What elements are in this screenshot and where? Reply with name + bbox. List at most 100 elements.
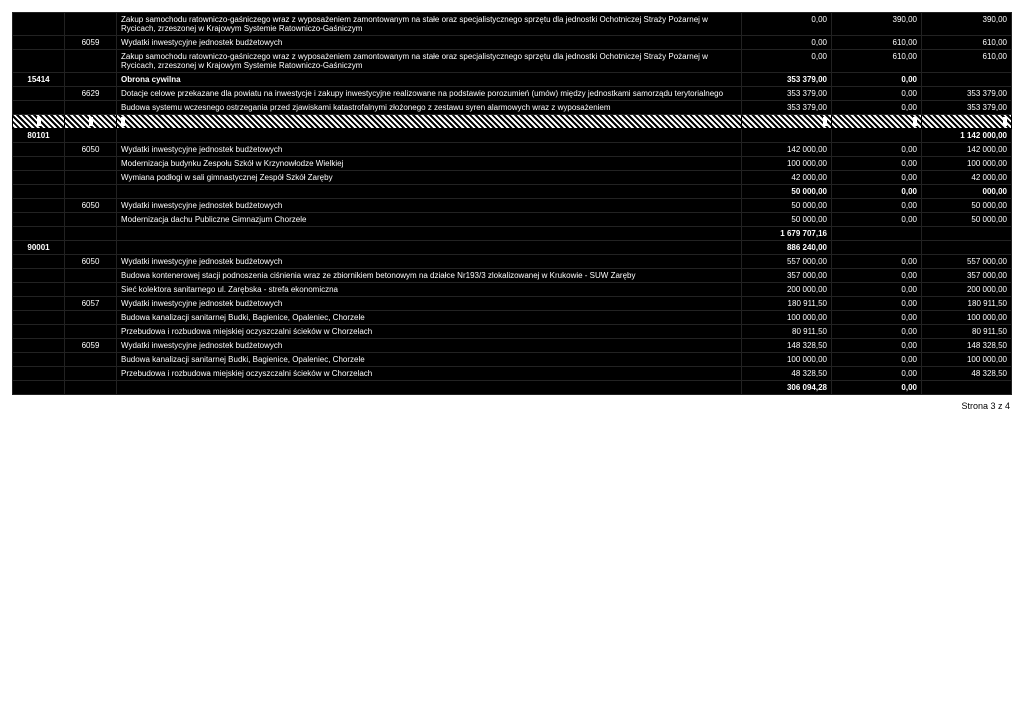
cell-f: 48 328,50 xyxy=(922,367,1012,381)
cell-e: 390,00 xyxy=(832,13,922,36)
table-row: Budowa kontenerowej stacji podnoszenia c… xyxy=(13,269,1012,283)
cell-f: 390,00 xyxy=(922,13,1012,36)
table-row: 6057Wydatki inwestycyjne jednostek budże… xyxy=(13,297,1012,311)
table-row: Modernizacja budynku Zespołu Szkół w Krz… xyxy=(13,157,1012,171)
cell-b: 6050 xyxy=(65,199,117,213)
cell-d: 353 379,00 xyxy=(742,87,832,101)
cell-e: 0,00 xyxy=(832,325,922,339)
cell-f xyxy=(922,241,1012,255)
cell-e: 0,00 xyxy=(832,367,922,381)
cell-c: Budowa systemu wczesnego ostrzegania prz… xyxy=(117,101,742,115)
cell-d: 148 328,50 xyxy=(742,339,832,353)
cell-b xyxy=(65,115,117,129)
cell-e: 0,00 xyxy=(832,73,922,87)
cell-a xyxy=(13,311,65,325)
cell-c: Modernizacja budynku Zespołu Szkół w Krz… xyxy=(117,157,742,171)
cell-f: 148 328,50 xyxy=(922,339,1012,353)
cell-f: 353 379,00 xyxy=(922,101,1012,115)
cell-b: 6050 xyxy=(65,255,117,269)
cell-b xyxy=(65,171,117,185)
cell-a xyxy=(13,269,65,283)
cell-b xyxy=(65,185,117,199)
cell-b: 6059 xyxy=(65,339,117,353)
cell-e: 610,00 xyxy=(832,50,922,73)
cell-b: 6050 xyxy=(65,143,117,157)
cell-c: Zakup samochodu ratowniczo-gaśniczego wr… xyxy=(117,50,742,73)
cell-a xyxy=(13,143,65,157)
cell-f: 100 000,00 xyxy=(922,311,1012,325)
cell-d: 886 240,00 xyxy=(742,241,832,255)
cell-f: 100 000,00 xyxy=(922,353,1012,367)
cell-b xyxy=(65,353,117,367)
cell-c: Zakup samochodu ratowniczo-gaśniczego wr… xyxy=(117,13,742,36)
cell-e: 0,00 xyxy=(832,255,922,269)
cell-a xyxy=(13,87,65,101)
cell-c: Budowa kanalizacji sanitarnej Budki, Bag… xyxy=(117,311,742,325)
cell-e: 0,00 xyxy=(832,297,922,311)
cell-b xyxy=(65,241,117,255)
cell-f: 353 379,00 xyxy=(922,87,1012,101)
cell-a xyxy=(13,339,65,353)
table-row: 6050Wydatki inwestycyjne jednostek budże… xyxy=(13,255,1012,269)
cell-e: 610,00 xyxy=(832,36,922,50)
cell-b xyxy=(65,73,117,87)
cell-d: 50 000,00 xyxy=(742,213,832,227)
cell-e xyxy=(832,241,922,255)
cell-f: 610,00 xyxy=(922,36,1012,50)
cell-b xyxy=(65,13,117,36)
cell-e: 0,00 xyxy=(832,143,922,157)
cell-a xyxy=(13,199,65,213)
table-row: Przebudowa i rozbudowa miejskiej oczyszc… xyxy=(13,367,1012,381)
cell-d: 306 094,28 xyxy=(742,381,832,395)
cell-d: 100 000,00 xyxy=(742,157,832,171)
cell-e: 0,00 xyxy=(832,87,922,101)
cell-d: 180 911,50 xyxy=(742,297,832,311)
cell-a xyxy=(13,13,65,36)
cell-c xyxy=(117,115,742,129)
cell-d: 142 000,00 xyxy=(742,143,832,157)
cell-e: 0,00 xyxy=(832,157,922,171)
cell-a xyxy=(13,367,65,381)
cell-b xyxy=(65,213,117,227)
cell-e: 0,00 xyxy=(832,353,922,367)
cell-d xyxy=(742,129,832,143)
cell-c xyxy=(117,185,742,199)
cell-b xyxy=(65,129,117,143)
cell-f: 557 000,00 xyxy=(922,255,1012,269)
cell-c: Dotacje celowe przekazane dla powiatu na… xyxy=(117,87,742,101)
cell-c: Modernizacja dachu Publiczne Gimnazjum C… xyxy=(117,213,742,227)
cell-b: 6629 xyxy=(65,87,117,101)
cell-d: 0,00 xyxy=(742,13,832,36)
cell-f xyxy=(922,115,1012,129)
cell-d: 557 000,00 xyxy=(742,255,832,269)
cell-a xyxy=(13,185,65,199)
cell-f: 357 000,00 xyxy=(922,269,1012,283)
table-row: 6050Wydatki inwestycyjne jednostek budże… xyxy=(13,199,1012,213)
cell-b: 6059 xyxy=(65,36,117,50)
table-row: 6629Dotacje celowe przekazane dla powiat… xyxy=(13,87,1012,101)
table-row: Zakup samochodu ratowniczo-gaśniczego wr… xyxy=(13,13,1012,36)
cell-c: Obrona cywilna xyxy=(117,73,742,87)
cell-a: 90001 xyxy=(13,241,65,255)
cell-b xyxy=(65,50,117,73)
cell-b xyxy=(65,381,117,395)
cell-e xyxy=(832,129,922,143)
cell-f xyxy=(922,381,1012,395)
cell-a xyxy=(13,325,65,339)
table-row: Wymiana podłogi w sali gimnastycznej Zes… xyxy=(13,171,1012,185)
table-row: Modernizacja dachu Publiczne Gimnazjum C… xyxy=(13,213,1012,227)
cell-e: 0,00 xyxy=(832,199,922,213)
cell-c: Wymiana podłogi w sali gimnastycznej Zes… xyxy=(117,171,742,185)
table-row: 50 000,000,00000,00 xyxy=(13,185,1012,199)
cell-f: 42 000,00 xyxy=(922,171,1012,185)
cell-f: 610,00 xyxy=(922,50,1012,73)
cell-d: 0,00 xyxy=(742,36,832,50)
cell-c: Przebudowa i rozbudowa miejskiej oczyszc… xyxy=(117,367,742,381)
cell-f: 50 000,00 xyxy=(922,213,1012,227)
cell-f: 180 911,50 xyxy=(922,297,1012,311)
cell-b xyxy=(65,311,117,325)
cell-d: 42 000,00 xyxy=(742,171,832,185)
cell-a: 15414 xyxy=(13,73,65,87)
cell-d: 353 379,00 xyxy=(742,101,832,115)
table-row: 1 679 707,16 xyxy=(13,227,1012,241)
